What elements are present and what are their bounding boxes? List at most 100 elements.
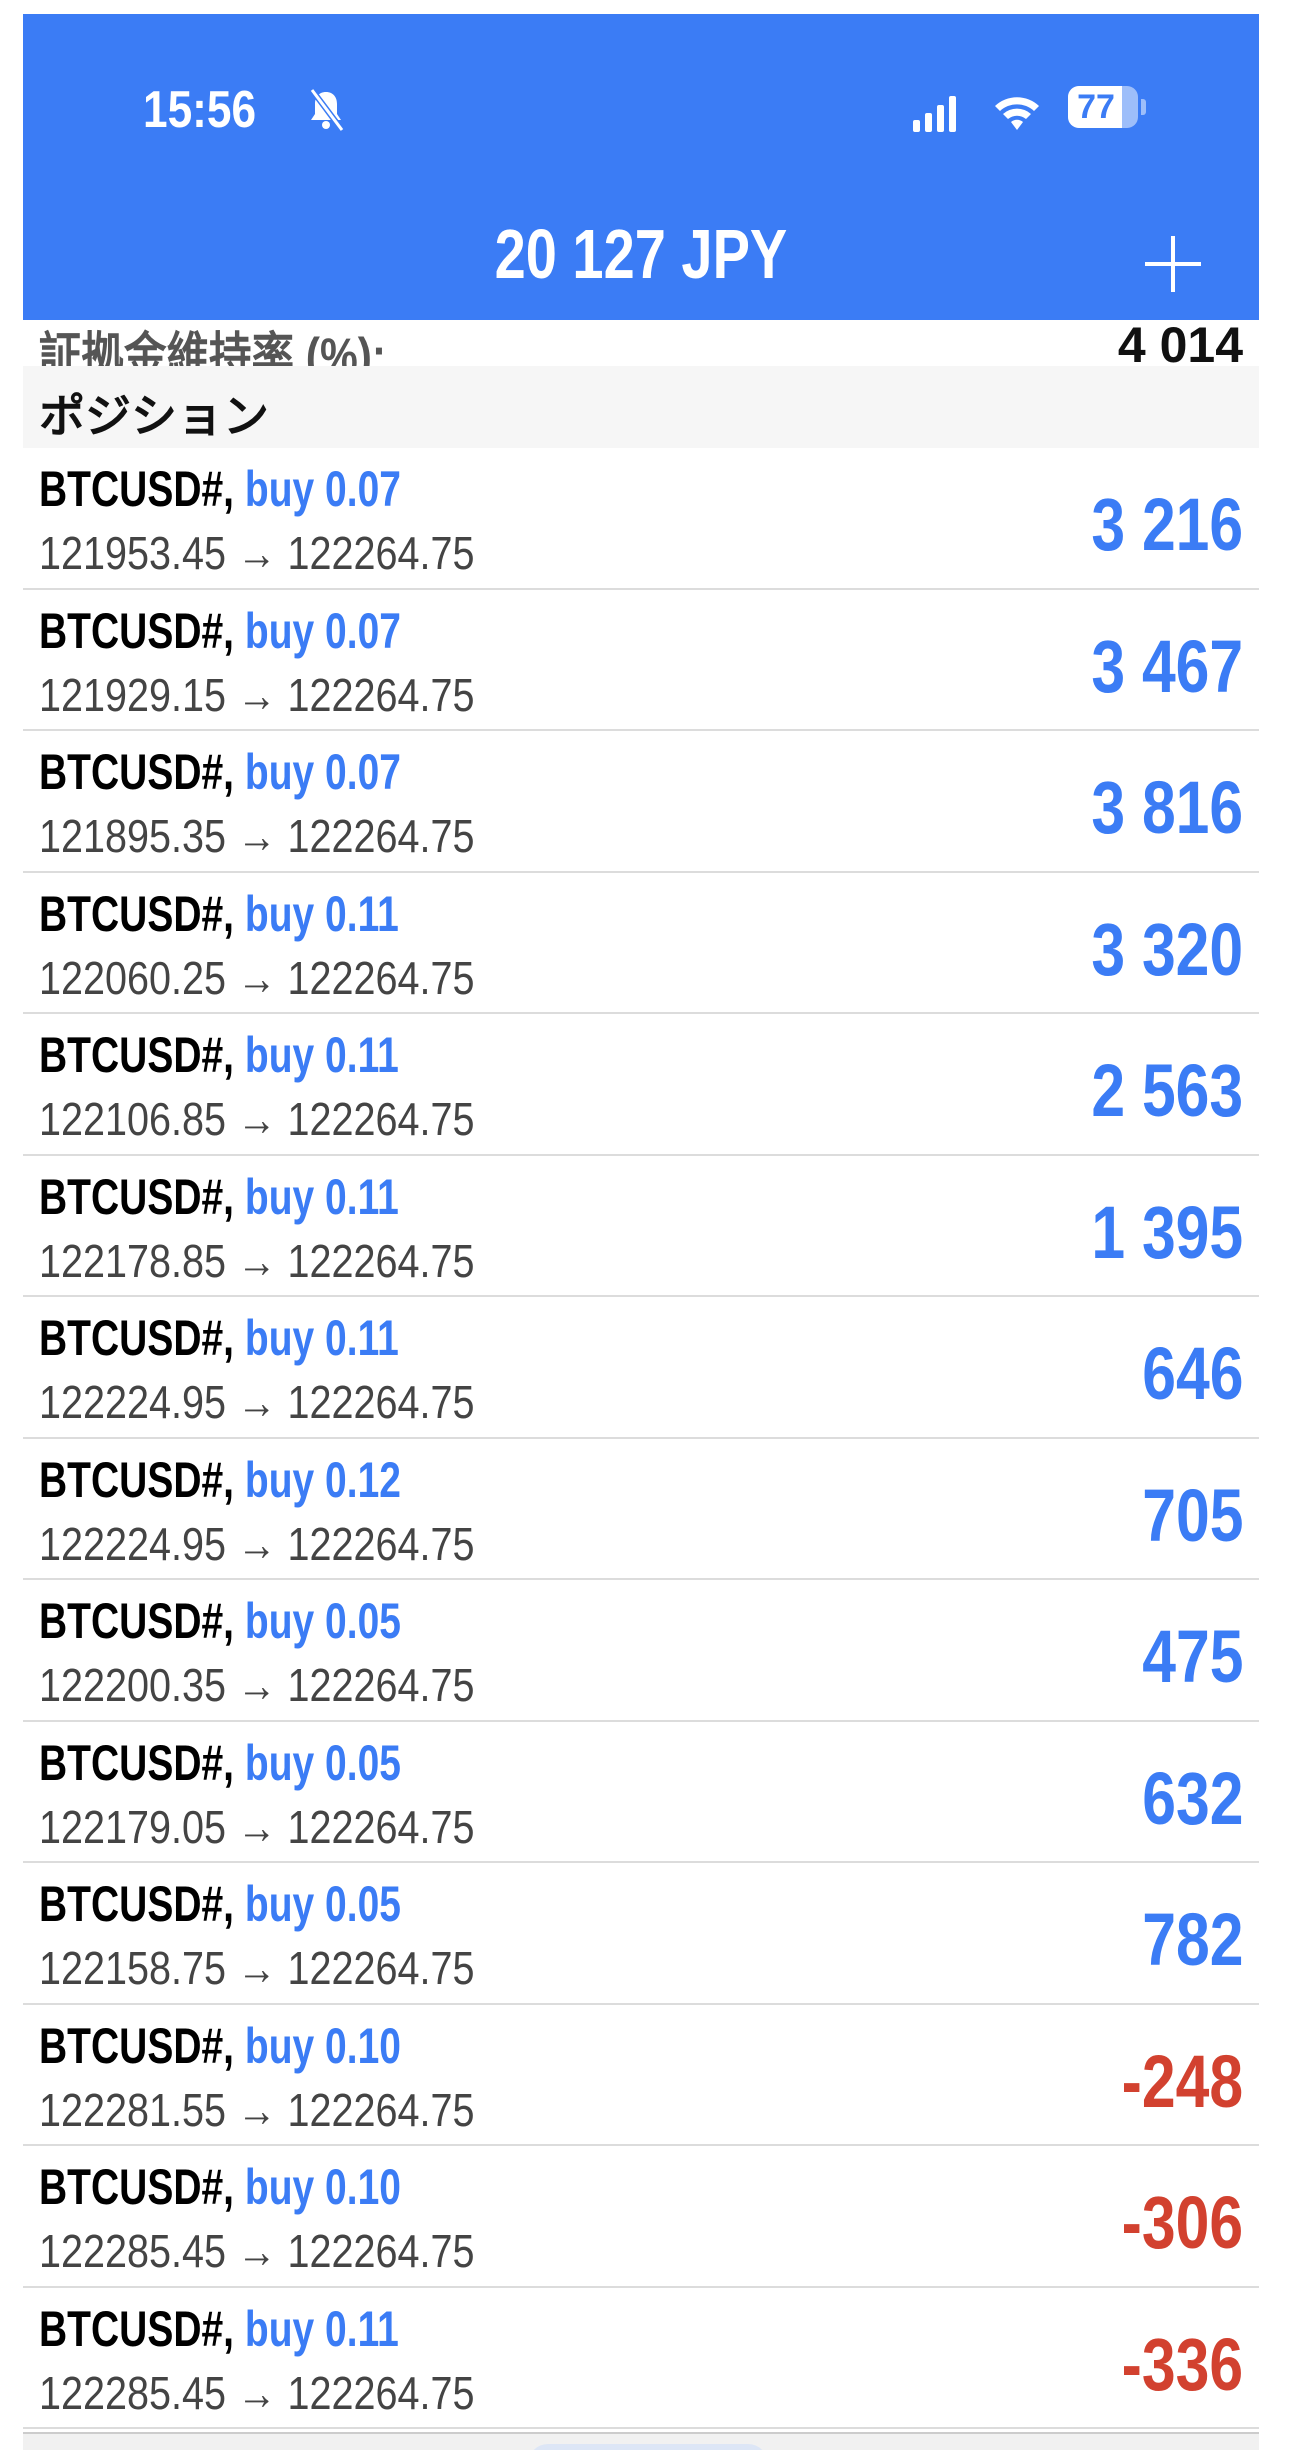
arrow-icon: → <box>237 951 277 1004</box>
bottom-bar <box>23 2432 1259 2450</box>
current-price: 122264.75 <box>287 951 475 1004</box>
current-price: 122264.75 <box>287 668 475 721</box>
position-row[interactable]: BTCUSD#, buy 0.07 121953.45 → 122264.75 3 … <box>23 448 1259 590</box>
position-side-volume: buy 0.07 <box>244 602 401 659</box>
position-title: BTCUSD#, buy 0.11 <box>39 1026 399 1084</box>
position-row[interactable]: BTCUSD#, buy 0.05 122200.35 → 122264.75 47… <box>23 1580 1259 1722</box>
position-prices: 122060.25 → 122264.75 <box>39 951 475 1005</box>
current-price: 122264.75 <box>287 527 475 579</box>
position-profit: 1 395 <box>1091 1190 1243 1274</box>
position-title: BTCUSD#, buy 0.05 <box>39 1875 401 1933</box>
position-title: BTCUSD#, buy 0.11 <box>39 1309 399 1367</box>
position-symbol: BTCUSD#, <box>39 1027 235 1083</box>
position-side-volume: buy 0.11 <box>244 1168 399 1225</box>
header: 15:56 77 20 127 JPY <box>23 14 1259 320</box>
current-price: 122264.75 <box>287 1234 475 1287</box>
position-title: BTCUSD#, buy 0.10 <box>39 2158 401 2216</box>
current-price: 122264.75 <box>287 810 475 862</box>
plus-icon[interactable] <box>1145 236 1201 292</box>
arrow-icon: → <box>237 1234 277 1287</box>
wifi-icon <box>995 97 1039 130</box>
position-side-volume: buy 0.05 <box>244 1734 401 1791</box>
position-profit: 2 563 <box>1091 1049 1243 1132</box>
current-price: 122264.75 <box>287 1942 475 1994</box>
open-price: 122179.05 <box>39 1800 227 1853</box>
position-profit: 782 <box>1141 1898 1243 1981</box>
position-row[interactable]: BTCUSD#, buy 0.10 122285.45 → 122264.75 -3… <box>23 2146 1259 2288</box>
position-symbol: BTCUSD#, <box>39 1734 235 1791</box>
arrow-icon: → <box>237 810 277 862</box>
position-profit: 475 <box>1141 1615 1243 1698</box>
position-side-volume: buy 0.11 <box>244 1027 399 1083</box>
open-price: 122060.25 <box>39 951 227 1004</box>
position-row[interactable]: BTCUSD#, buy 0.11 122285.45 → 122264.75 -3… <box>23 2288 1259 2429</box>
position-side-volume: buy 0.05 <box>244 1593 401 1649</box>
position-row[interactable]: BTCUSD#, buy 0.05 122158.75 → 122264.75 78… <box>23 1863 1259 2005</box>
position-title: BTCUSD#, buy 0.11 <box>39 885 399 943</box>
section-title: ポジション <box>39 390 269 442</box>
position-title: BTCUSD#, buy 0.05 <box>39 1734 401 1792</box>
position-row[interactable]: BTCUSD#, buy 0.11 122178.85 → 122264.75 1 … <box>23 1156 1259 1297</box>
position-symbol: BTCUSD#, <box>39 744 235 800</box>
position-title: BTCUSD#, buy 0.05 <box>39 1592 401 1650</box>
arrow-icon: → <box>237 1517 277 1570</box>
position-prices: 121895.35 → 122264.75 <box>39 809 475 863</box>
position-row[interactable]: BTCUSD#, buy 0.11 122060.25 → 122264.75 3 … <box>23 873 1259 1014</box>
position-side-volume: buy 0.07 <box>244 461 401 517</box>
margin-level-value: 4 014 <box>1117 317 1243 373</box>
arrow-icon: → <box>237 1800 277 1853</box>
position-row[interactable]: BTCUSD#, buy 0.11 122106.85 → 122264.75 2 … <box>23 1014 1259 1156</box>
current-price: 122264.75 <box>287 1517 475 1570</box>
position-prices: 122281.55 → 122264.75 <box>39 2083 475 2137</box>
position-symbol: BTCUSD#, <box>39 1593 235 1649</box>
position-prices: 121929.15 → 122264.75 <box>39 668 475 722</box>
current-price: 122264.75 <box>287 1093 475 1145</box>
position-title: BTCUSD#, buy 0.07 <box>39 743 401 801</box>
position-symbol: BTCUSD#, <box>39 2300 235 2357</box>
position-row[interactable]: BTCUSD#, buy 0.07 121929.15 → 122264.75 3 … <box>23 590 1259 731</box>
position-symbol: BTCUSD#, <box>39 1310 235 1366</box>
position-side-volume: buy 0.12 <box>244 1451 401 1508</box>
position-prices: 122285.45 → 122264.75 <box>39 2224 475 2278</box>
current-price: 122264.75 <box>287 1659 475 1711</box>
current-price: 122264.75 <box>287 1800 475 1853</box>
open-price: 122178.85 <box>39 1234 227 1287</box>
open-price: 122285.45 <box>39 2366 227 2419</box>
arrow-icon: → <box>237 1942 277 1994</box>
position-prices: 122285.45 → 122264.75 <box>39 2366 475 2420</box>
position-title: BTCUSD#, buy 0.12 <box>39 1451 401 1509</box>
position-prices: 121953.45 → 122264.75 <box>39 526 475 580</box>
position-row[interactable]: BTCUSD#, buy 0.12 122224.95 → 122264.75 70… <box>23 1439 1259 1580</box>
position-row[interactable]: BTCUSD#, buy 0.11 122224.95 → 122264.75 64… <box>23 1297 1259 1439</box>
position-title: BTCUSD#, buy 0.11 <box>39 2300 399 2358</box>
position-profit: 3 467 <box>1091 624 1243 708</box>
open-price: 122200.35 <box>39 1659 227 1711</box>
bell-slash-icon <box>309 88 344 132</box>
current-price: 122264.75 <box>287 2083 475 2136</box>
position-profit: 3 320 <box>1091 907 1243 991</box>
position-side-volume: buy 0.11 <box>244 885 399 942</box>
open-price: 121929.15 <box>39 668 227 721</box>
open-price: 122158.75 <box>39 1942 227 1994</box>
position-profit: 705 <box>1141 1473 1243 1557</box>
position-profit: -248 <box>1121 2039 1243 2123</box>
page-title: 20 127 JPY <box>23 214 1259 294</box>
position-symbol: BTCUSD#, <box>39 2017 235 2074</box>
position-title: BTCUSD#, buy 0.11 <box>39 1168 399 1226</box>
open-price: 122106.85 <box>39 1093 227 1145</box>
position-profit: 3 816 <box>1091 766 1243 849</box>
position-profit: -306 <box>1121 2181 1243 2264</box>
open-price: 122224.95 <box>39 1517 227 1570</box>
position-row[interactable]: BTCUSD#, buy 0.07 121895.35 → 122264.75 3 … <box>23 731 1259 873</box>
arrow-icon: → <box>237 1376 277 1428</box>
position-title: BTCUSD#, buy 0.07 <box>39 460 401 518</box>
drag-handle[interactable] <box>528 2444 768 2450</box>
position-prices: 122106.85 → 122264.75 <box>39 1092 475 1146</box>
position-prices: 122200.35 → 122264.75 <box>39 1658 475 1712</box>
position-side-volume: buy 0.11 <box>244 1310 399 1366</box>
position-prices: 122158.75 → 122264.75 <box>39 1941 475 1995</box>
position-symbol: BTCUSD#, <box>39 602 235 659</box>
position-row[interactable]: BTCUSD#, buy 0.10 122281.55 → 122264.75 -2… <box>23 2005 1259 2146</box>
arrow-icon: → <box>237 1659 277 1711</box>
position-row[interactable]: BTCUSD#, buy 0.05 122179.05 → 122264.75 63… <box>23 1722 1259 1863</box>
